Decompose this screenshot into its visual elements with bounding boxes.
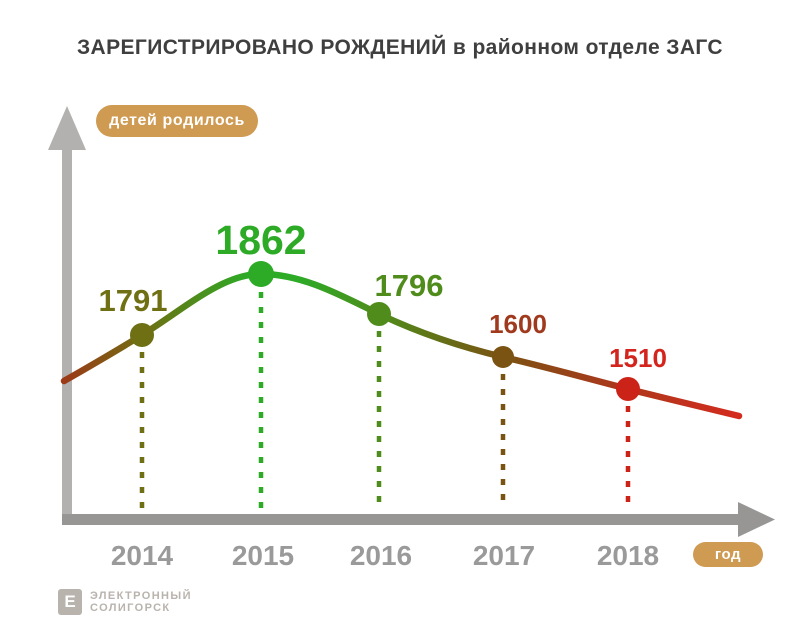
x-axis-line [62,514,742,525]
point-2017 [492,346,514,368]
y-axis-label-text: детей родилось [109,112,245,129]
x-axis-label-badge: год [693,542,763,567]
year-label-2017: 2017 [473,540,535,571]
year-label-2018: 2018 [597,540,659,571]
point-2016 [367,302,391,326]
logo-text-line1: ЭЛЕКТРОННЫЙ [90,590,192,602]
y-axis-arrow-icon [48,106,86,150]
x-axis-label-text: год [714,546,742,563]
value-label-2015: 1862 [215,217,306,263]
y-axis-label-badge: детей родилось [96,105,258,137]
point-2018 [616,377,640,401]
logo-text: ЭЛЕКТРОННЫЙ СОЛИГОРСК [90,590,192,614]
point-2014 [130,323,154,347]
value-label-2017: 1600 [489,309,547,339]
x-axis-arrow-icon [738,502,775,537]
page-title: ЗАРЕГИСТРИРОВАНО РОЖДЕНИЙ в районном отд… [76,36,723,59]
year-label-2014: 2014 [111,540,174,571]
value-label-2018: 1510 [609,343,667,373]
logo-icon: Е [58,589,82,615]
value-label-2014: 1791 [99,283,168,318]
site-watermark: Е ЭЛЕКТРОННЫЙ СОЛИГОРСК [58,589,192,615]
point-2015 [248,261,274,287]
y-axis-line [62,146,72,524]
logo-text-line2: СОЛИГОРСК [90,602,171,614]
logo-letter: Е [64,592,76,611]
year-label-2015: 2015 [232,540,294,571]
value-label-2016: 1796 [375,268,444,303]
year-label-2016: 2016 [350,540,412,571]
